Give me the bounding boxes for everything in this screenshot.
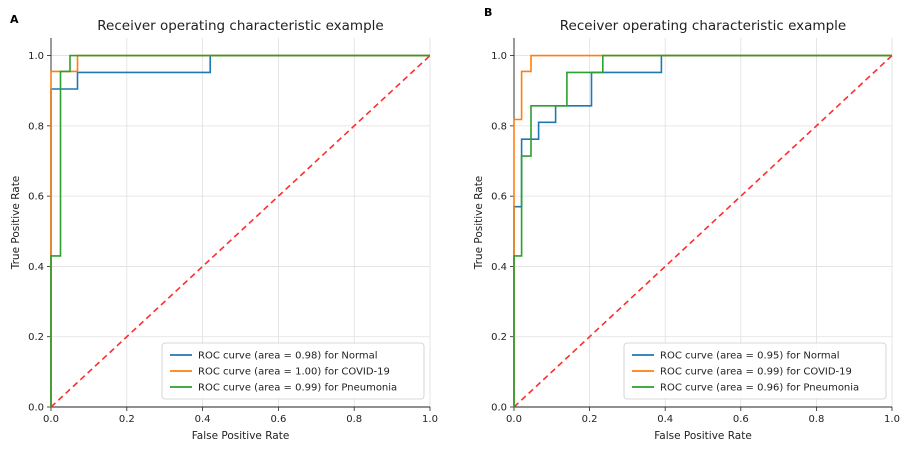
y-tick-label: 1.0 — [491, 51, 507, 62]
panel-label: A — [10, 13, 19, 26]
chart-title: Receiver operating characteristic exampl… — [560, 18, 846, 34]
x-tick-label: 0.6 — [270, 414, 286, 425]
x-tick-label: 0.2 — [582, 414, 598, 425]
legend-entry: ROC curve (area = 0.96) for Pneumonia — [660, 383, 859, 394]
panel-label: B — [484, 6, 492, 19]
chance-diagonal-line — [50, 54, 431, 408]
x-axis-label: False Positive Rate — [192, 430, 290, 442]
y-axis-label: True Positive Rate — [473, 176, 485, 271]
x-tick-label: 0.6 — [733, 414, 749, 425]
x-tick-label: 0.0 — [506, 414, 522, 425]
y-tick-label: 0.6 — [28, 192, 44, 203]
x-tick-label: 0.8 — [808, 414, 824, 425]
y-tick-label: 0.8 — [28, 121, 44, 132]
legend-box — [161, 342, 425, 400]
x-tick-label: 1.0 — [422, 414, 438, 425]
legend-entry: ROC curve (area = 0.99) for Pneumonia — [198, 383, 397, 394]
roc-curve-series-3 — [50, 54, 430, 407]
y-tick-label: 0.2 — [28, 332, 44, 343]
x-axis-label: False Positive Rate — [654, 430, 752, 442]
x-tick-label: 0.2 — [119, 414, 135, 425]
roc-curve-series-3 — [513, 54, 892, 407]
roc-curve-series-2 — [513, 54, 892, 407]
legend-entry: ROC curve (area = 0.95) for Normal — [660, 351, 840, 362]
chance-diagonal-line — [513, 54, 893, 408]
legend-box — [623, 342, 887, 400]
y-tick-label: 0.4 — [491, 262, 507, 273]
x-tick-label: 1.0 — [884, 414, 900, 425]
y-tick-label: 0.2 — [491, 332, 507, 343]
x-tick-label: 0.4 — [195, 414, 211, 425]
x-tick-label: 0.4 — [657, 414, 673, 425]
y-axis-label: True Positive Rate — [10, 176, 22, 271]
y-tick-label: 0.0 — [28, 403, 44, 414]
legend-entry: ROC curve (area = 0.99) for COVID-19 — [660, 367, 852, 378]
y-tick-label: 1.0 — [28, 51, 44, 62]
y-tick-label: 0.4 — [28, 262, 44, 273]
y-tick-label: 0.6 — [491, 192, 507, 203]
y-tick-label: 0.8 — [491, 121, 507, 132]
y-tick-label: 0.0 — [491, 403, 507, 414]
x-tick-label: 0.0 — [43, 414, 59, 425]
legend-entry: ROC curve (area = 0.98) for Normal — [198, 351, 378, 362]
legend-entry: ROC curve (area = 1.00) for COVID-19 — [198, 367, 390, 378]
panel-b: B Receiver operating characteristic examp… — [473, 6, 900, 442]
x-tick-label: 0.8 — [346, 414, 362, 425]
chart-title: Receiver operating characteristic exampl… — [97, 18, 383, 34]
panel-a: A Receiver operating characteristic examp… — [10, 13, 438, 442]
